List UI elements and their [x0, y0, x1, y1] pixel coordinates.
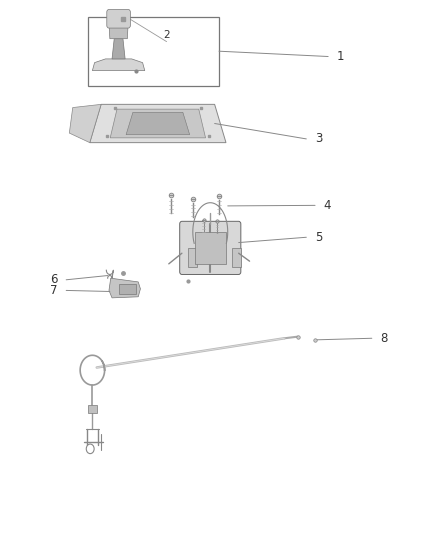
Text: 1: 1: [337, 50, 344, 63]
Polygon shape: [90, 104, 226, 143]
Polygon shape: [69, 104, 101, 143]
Text: 4: 4: [324, 199, 331, 212]
Polygon shape: [92, 59, 145, 70]
Text: 2: 2: [163, 30, 170, 41]
FancyBboxPatch shape: [180, 221, 241, 274]
Circle shape: [86, 444, 94, 454]
Polygon shape: [126, 112, 190, 135]
Polygon shape: [119, 284, 136, 294]
Text: 6: 6: [50, 273, 57, 286]
FancyBboxPatch shape: [107, 10, 131, 28]
Bar: [232, 248, 241, 266]
Text: 8: 8: [381, 332, 388, 345]
Polygon shape: [110, 109, 205, 138]
Text: 5: 5: [315, 231, 322, 244]
Bar: [195, 232, 226, 264]
Polygon shape: [109, 278, 141, 298]
Text: 3: 3: [315, 132, 322, 146]
Polygon shape: [109, 23, 128, 39]
Bar: [88, 405, 97, 413]
Text: 7: 7: [50, 284, 57, 297]
Polygon shape: [112, 39, 125, 59]
Bar: [88, 17, 219, 86]
Bar: [188, 248, 197, 266]
